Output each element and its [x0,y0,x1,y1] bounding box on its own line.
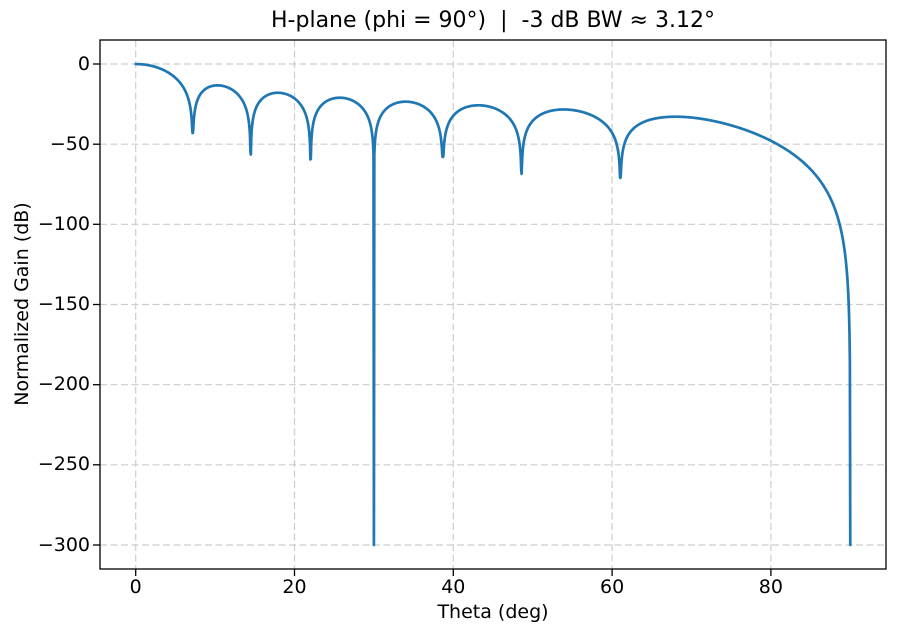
x-axis-label: Theta (deg) [437,601,549,623]
x-tick-label: 60 [600,576,625,598]
y-tick-label: −300 [37,533,90,556]
gain-curve [134,62,852,547]
y-tick-label: −50 [49,132,90,155]
chart-title: H-plane (phi = 90°) | -3 dB BW ≈ 3.12° [271,8,715,33]
y-tick-label: −100 [37,212,90,235]
y-tick-label: −200 [37,373,90,396]
y-tick-label: 0 [77,52,90,75]
y-tick-label: −150 [37,293,90,315]
grid [100,40,886,569]
x-tick-label: 40 [441,576,466,598]
y-tick-label: −250 [37,453,90,476]
x-tick-label: 80 [758,576,783,598]
axis-ticks [93,63,772,576]
x-tick-label: 0 [129,576,142,598]
x-tick-label: 20 [282,576,307,598]
